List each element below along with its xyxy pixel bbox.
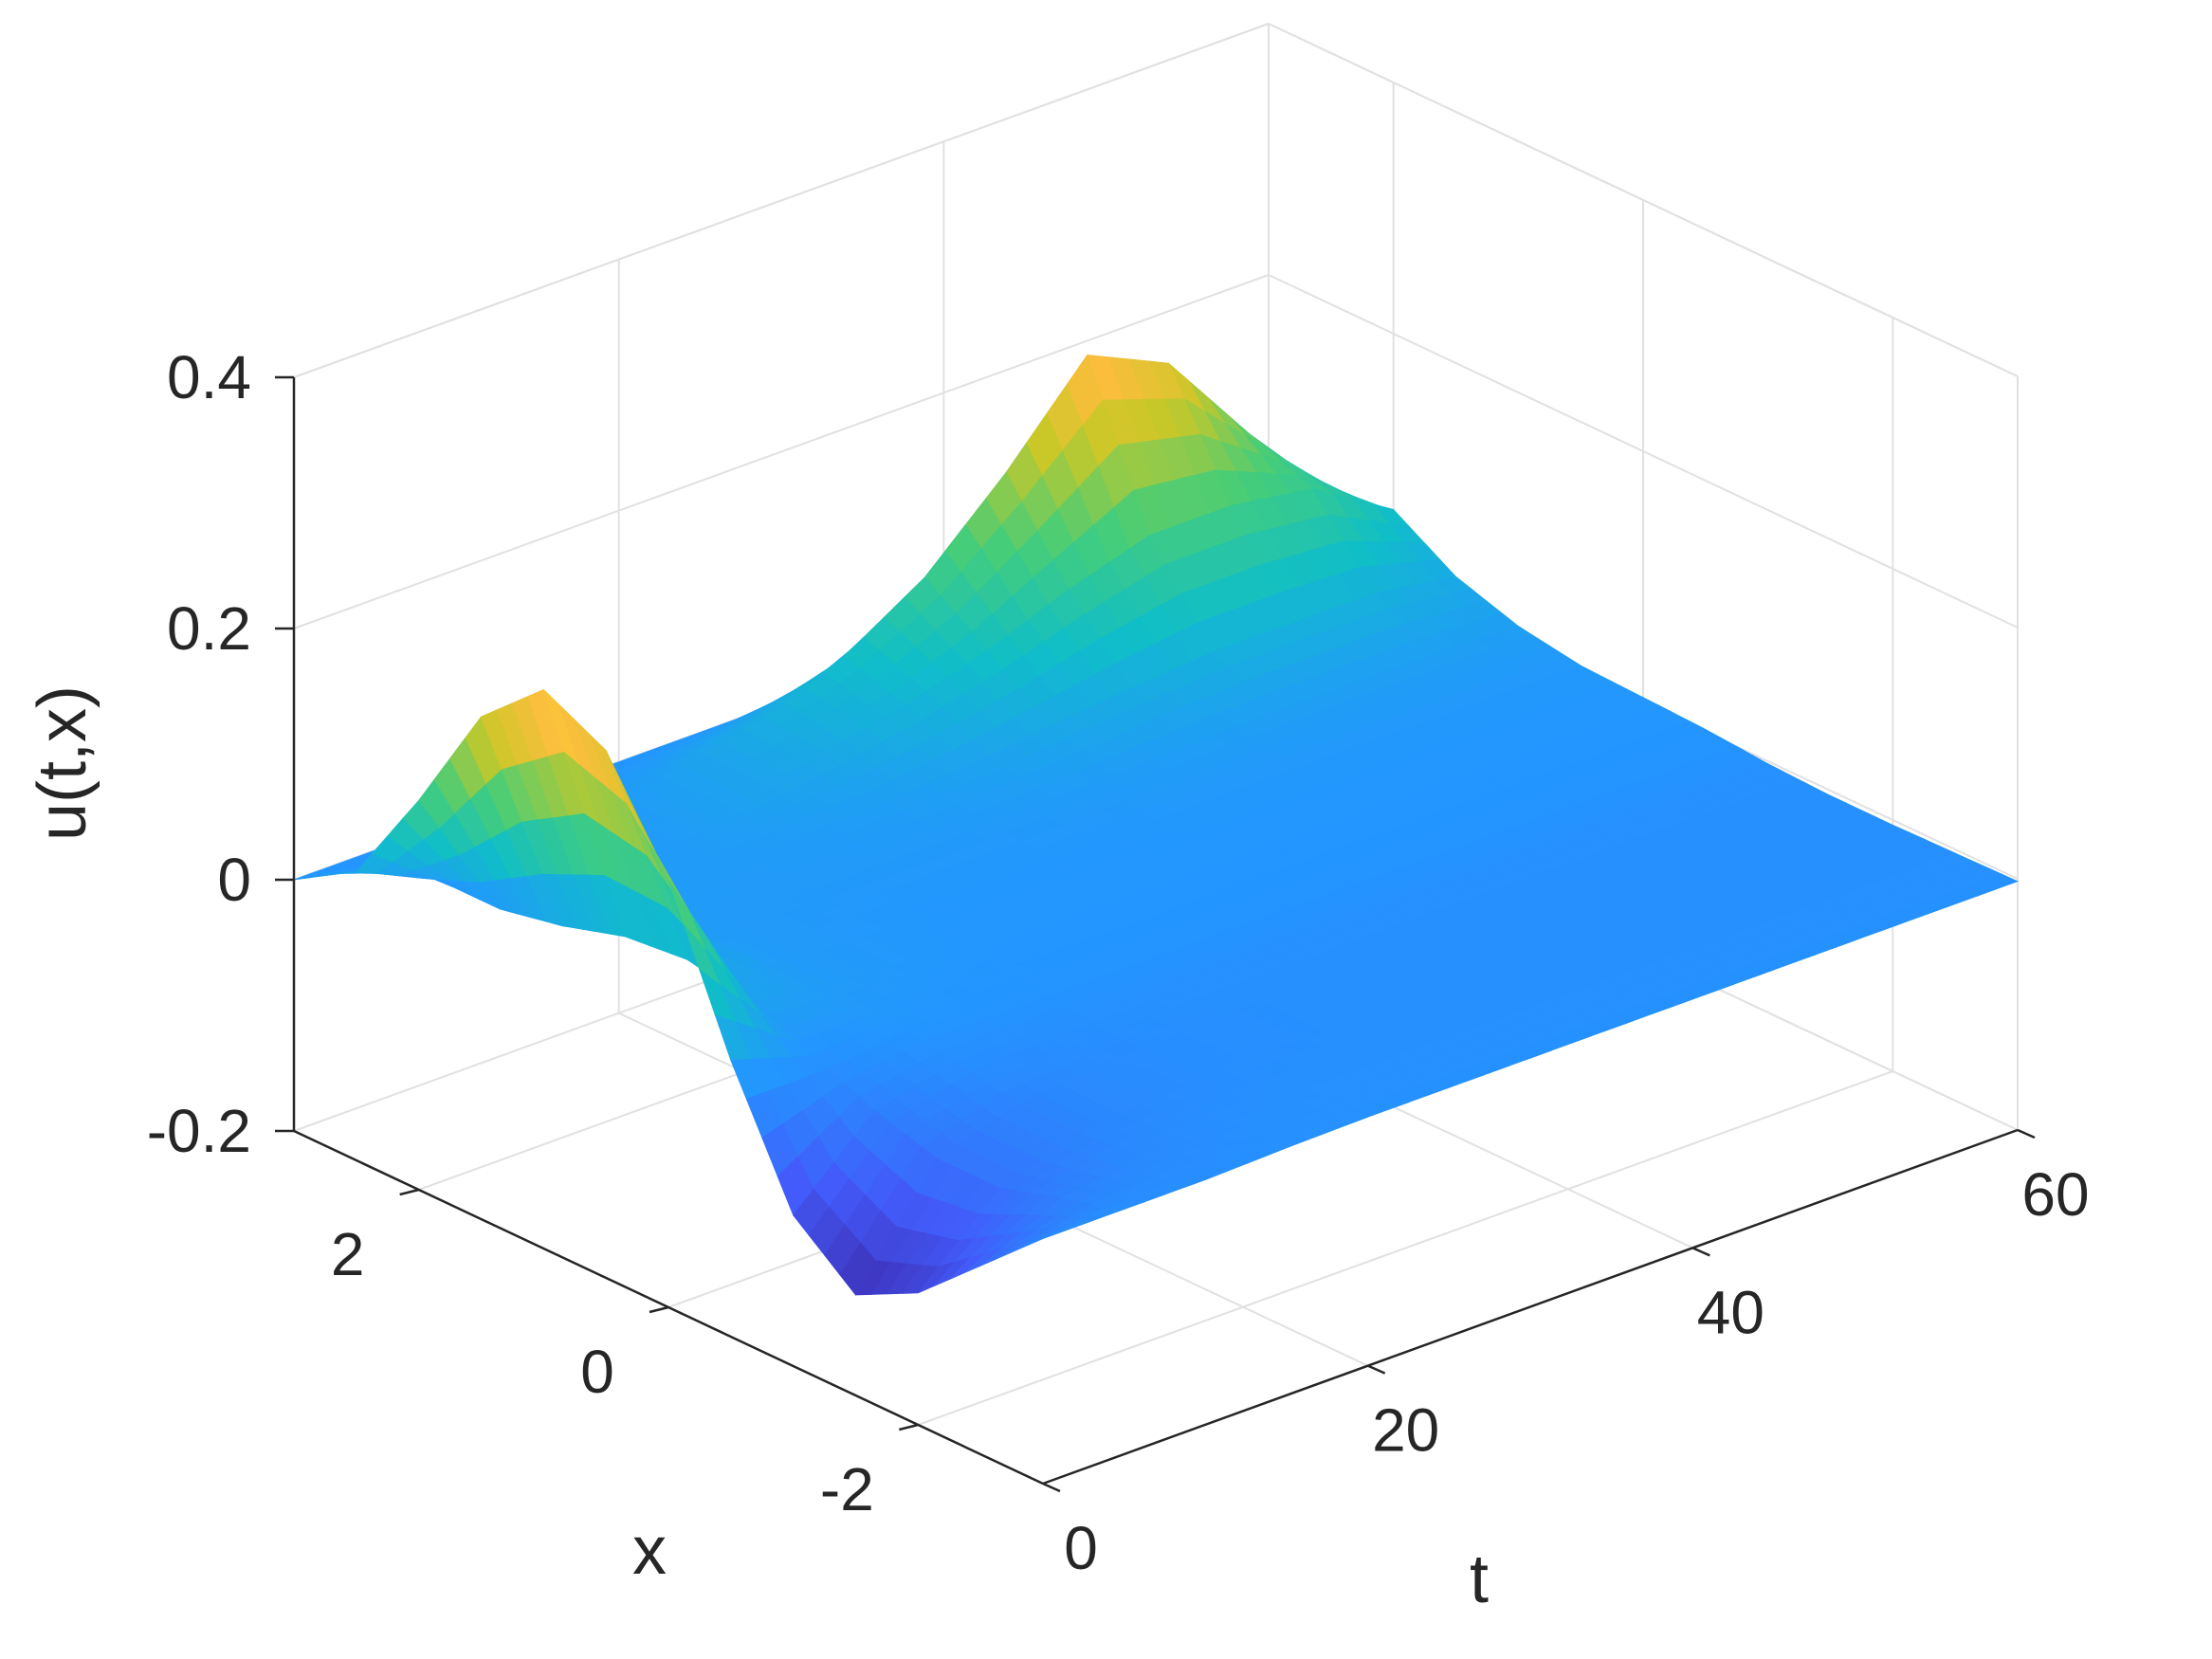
t-axis-label: t — [1470, 1541, 1489, 1617]
axes-layer — [275, 375, 2036, 1493]
grid-line — [293, 23, 1270, 378]
surface-layer — [293, 354, 2020, 1296]
t-tick-label: 60 — [2021, 1160, 2089, 1229]
x-axis-label: x — [632, 1513, 667, 1589]
t-tick — [1042, 1482, 1061, 1493]
grid-line — [1268, 23, 2019, 377]
surface-patch — [293, 871, 330, 881]
surface-patch — [1027, 1231, 1064, 1247]
u-tick-label: 0 — [217, 846, 251, 914]
tick-labels: 0 20 40 60 -2 0 2 -0.2 0 0.2 0.4 — [147, 343, 2090, 1582]
t-tick-label: 0 — [1064, 1514, 1098, 1582]
t-tick-label: 40 — [1697, 1278, 1764, 1346]
t-tick-label: 20 — [1372, 1396, 1439, 1465]
x-tick — [899, 1423, 919, 1431]
u-tick-label: 0.4 — [167, 343, 251, 411]
grid-line — [293, 274, 1270, 629]
t-axis-line — [1042, 1128, 2019, 1486]
u-axis-label: u(t,x) — [25, 685, 101, 841]
x-tick — [399, 1188, 419, 1196]
grid-line — [917, 1070, 1893, 1426]
grid-line — [1268, 274, 2019, 629]
t-tick — [1367, 1364, 1386, 1375]
u-tick-label: -0.2 — [147, 1097, 251, 1165]
u-tick-label: 0.2 — [167, 594, 251, 663]
x-tick-label: -2 — [820, 1455, 874, 1523]
x-tick-label: 0 — [580, 1338, 614, 1406]
x-tick — [649, 1305, 669, 1314]
t-tick — [2017, 1128, 2036, 1139]
t-tick — [1691, 1247, 1710, 1257]
x-tick-label: 2 — [331, 1220, 365, 1288]
